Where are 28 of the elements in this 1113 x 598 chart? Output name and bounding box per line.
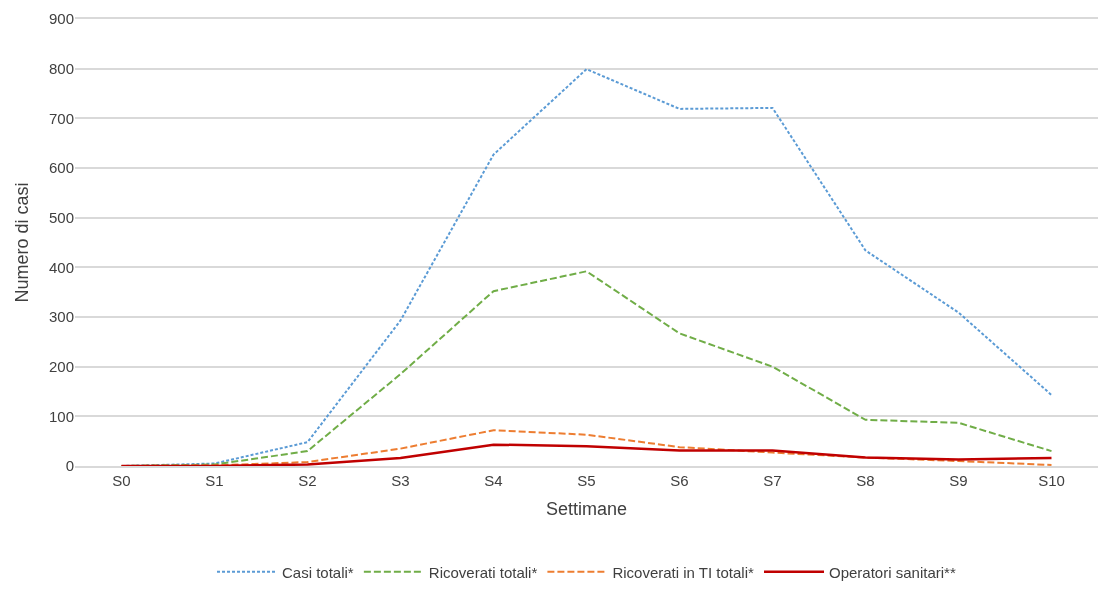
x-tick-label: S0 [112, 471, 131, 489]
y-tick-label: 500 [48, 208, 74, 226]
x-tick-label: S2 [298, 471, 317, 489]
y-tick-label: 800 [48, 59, 74, 77]
line-series [120, 443, 1053, 466]
y-tick-label: 100 [48, 407, 74, 425]
y-tick-label: 400 [48, 258, 74, 276]
x-tick-label: S3 [391, 471, 410, 489]
legend-label: Ricoverati totali* [428, 563, 538, 581]
legend-label: Ricoverati in TI totali* [612, 563, 755, 581]
y-tick-label: 0 [65, 457, 74, 475]
x-tick-label: S7 [763, 471, 782, 489]
y-axis-title: Numero di casi [12, 182, 33, 303]
x-tick-label: S8 [856, 471, 875, 489]
y-tick-label: 200 [48, 357, 74, 375]
x-tick-label: S1 [205, 471, 224, 489]
x-axis-title: Settimane [545, 499, 628, 520]
y-tick-label: 700 [48, 109, 74, 127]
y-tick-label: 600 [48, 159, 74, 177]
legend-label: Operatori sanitari** [829, 563, 956, 581]
x-tick-label: S10 [1038, 471, 1065, 489]
x-tick-label: S6 [670, 471, 689, 489]
x-tick-label: S9 [949, 471, 968, 489]
legend-label: Casi totali* [282, 563, 354, 581]
x-tick-label: S4 [484, 471, 503, 489]
y-tick-label: 900 [48, 10, 74, 28]
y-tick-label: 300 [48, 308, 74, 326]
x-tick-label: S5 [577, 471, 596, 489]
